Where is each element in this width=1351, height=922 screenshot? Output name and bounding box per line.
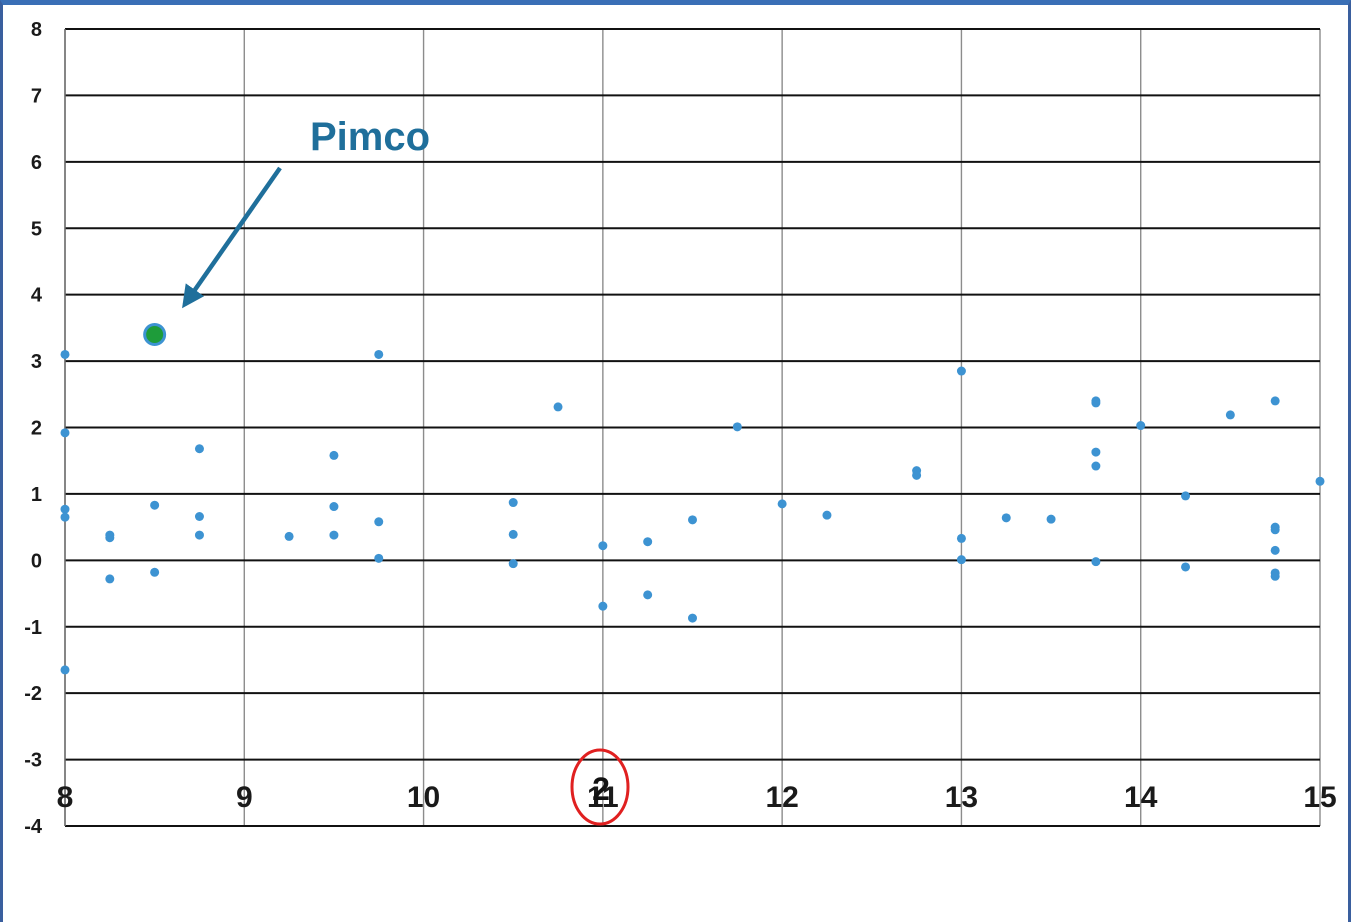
data-point: [1181, 491, 1191, 501]
data-point: [60, 504, 70, 514]
y-tick-label: 7: [31, 85, 42, 107]
data-point: [912, 470, 922, 480]
annotations: Pimco 2: [182, 115, 630, 826]
pimco-label: Pimco: [310, 115, 430, 159]
data-point: [374, 517, 384, 527]
grid-lines: [64, 28, 1321, 827]
data-point: [598, 601, 608, 611]
data-point: [1270, 571, 1280, 581]
data-point: [194, 511, 204, 521]
y-tick-label: 1: [31, 484, 42, 506]
data-point: [508, 559, 518, 569]
data-points: [60, 323, 1325, 675]
y-tick-label: 5: [31, 218, 42, 240]
data-point: [60, 512, 70, 522]
y-tick-label: 4: [31, 285, 43, 307]
x-tick-label: 15: [1303, 781, 1336, 814]
data-point: [1225, 410, 1235, 420]
data-point: [1136, 421, 1146, 431]
y-tick-label: 2: [31, 418, 42, 440]
x-tick-label: 13: [945, 781, 978, 814]
y-tick-label: -3: [24, 750, 42, 772]
data-point: [553, 402, 563, 412]
data-point: [150, 567, 160, 577]
data-point: [1091, 461, 1101, 471]
data-point: [1091, 398, 1101, 408]
data-point: [598, 541, 608, 551]
data-point: [822, 510, 832, 520]
data-point: [956, 366, 966, 376]
data-point: [374, 553, 384, 563]
highlighted-point-pimco: [143, 323, 167, 347]
pimco-arrow: [182, 166, 282, 309]
data-point: [1091, 447, 1101, 457]
data-point: [643, 537, 653, 547]
data-point: [1270, 396, 1280, 406]
x-tick-label: 11: [587, 781, 619, 814]
data-point: [1046, 514, 1056, 524]
data-point: [956, 555, 966, 565]
x-axis-tick-labels: 8 9 10 11 12 13 14 15: [57, 781, 1337, 814]
y-tick-label: 6: [31, 152, 42, 174]
y-tick-label: -2: [24, 683, 42, 705]
data-point: [194, 530, 204, 540]
data-point: [1001, 513, 1011, 523]
data-point: [688, 613, 697, 623]
x-tick-label: 9: [236, 781, 253, 814]
data-point: [1315, 476, 1325, 486]
data-point: [643, 590, 653, 600]
data-point: [105, 533, 115, 543]
x-tick-label: 8: [57, 781, 74, 814]
x-tick-label: 10: [407, 781, 440, 814]
data-point: [1181, 562, 1191, 572]
data-point: [60, 349, 70, 359]
data-point: [777, 499, 787, 509]
y-tick-label: 8: [31, 19, 42, 41]
y-tick-label: 3: [31, 351, 42, 373]
data-point: [374, 349, 384, 359]
data-point: [329, 530, 339, 540]
y-axis-tick-labels: 8 7 6 5 4 3 2 1 0 -1 -2 -3 -4: [24, 19, 43, 838]
data-point: [60, 428, 70, 438]
circled-number-label: 2: [592, 771, 610, 807]
y-tick-label: 0: [31, 550, 42, 572]
data-point: [284, 531, 294, 541]
data-point: [508, 529, 518, 539]
data-point: [1270, 545, 1280, 555]
x-tick-label: 12: [765, 781, 798, 814]
data-point: [329, 450, 339, 460]
data-point: [105, 574, 115, 584]
data-point: [732, 422, 742, 432]
red-circle-marker: [570, 748, 630, 826]
data-point: [1091, 557, 1101, 567]
data-point: [150, 500, 160, 510]
data-point: [329, 502, 339, 512]
data-point: [60, 665, 70, 675]
data-point: [194, 444, 204, 454]
data-point: [508, 498, 518, 508]
data-point: [1270, 525, 1280, 535]
data-point: [956, 533, 966, 543]
y-tick-label: -4: [24, 816, 43, 838]
y-tick-label: -1: [24, 617, 42, 639]
x-tick-label: 14: [1124, 781, 1158, 814]
data-point: [688, 515, 697, 525]
